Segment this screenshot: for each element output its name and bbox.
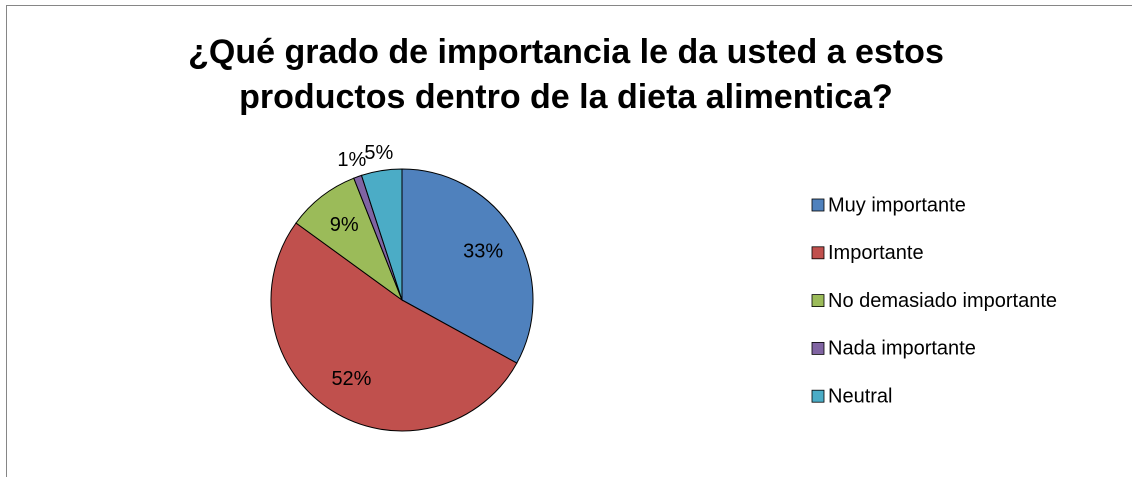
legend-swatch bbox=[811, 341, 825, 355]
pie-slice bbox=[360, 168, 403, 301]
data-label: 5% bbox=[364, 142, 393, 164]
data-label: 1% bbox=[337, 149, 366, 171]
legend-label: Muy importante bbox=[828, 194, 966, 216]
data-label: 9% bbox=[330, 214, 359, 236]
pie-slice bbox=[270, 222, 518, 432]
legend-label: Nada importante bbox=[828, 338, 976, 360]
data-label: 52% bbox=[331, 368, 371, 390]
legend-label: Neutral bbox=[828, 385, 892, 407]
legend-label: Importante bbox=[828, 242, 924, 264]
legend-swatch bbox=[811, 198, 825, 212]
legend-swatch bbox=[811, 246, 825, 260]
legend-swatch bbox=[811, 294, 825, 308]
pie-slice bbox=[401, 168, 534, 364]
legend-label: No demasiado importante bbox=[828, 290, 1057, 312]
chart-title: ¿Qué grado de importancia le da usted a … bbox=[188, 33, 944, 116]
data-label: 33% bbox=[463, 240, 503, 262]
chart-frame bbox=[6, 5, 1132, 477]
legend-swatch bbox=[811, 389, 825, 403]
